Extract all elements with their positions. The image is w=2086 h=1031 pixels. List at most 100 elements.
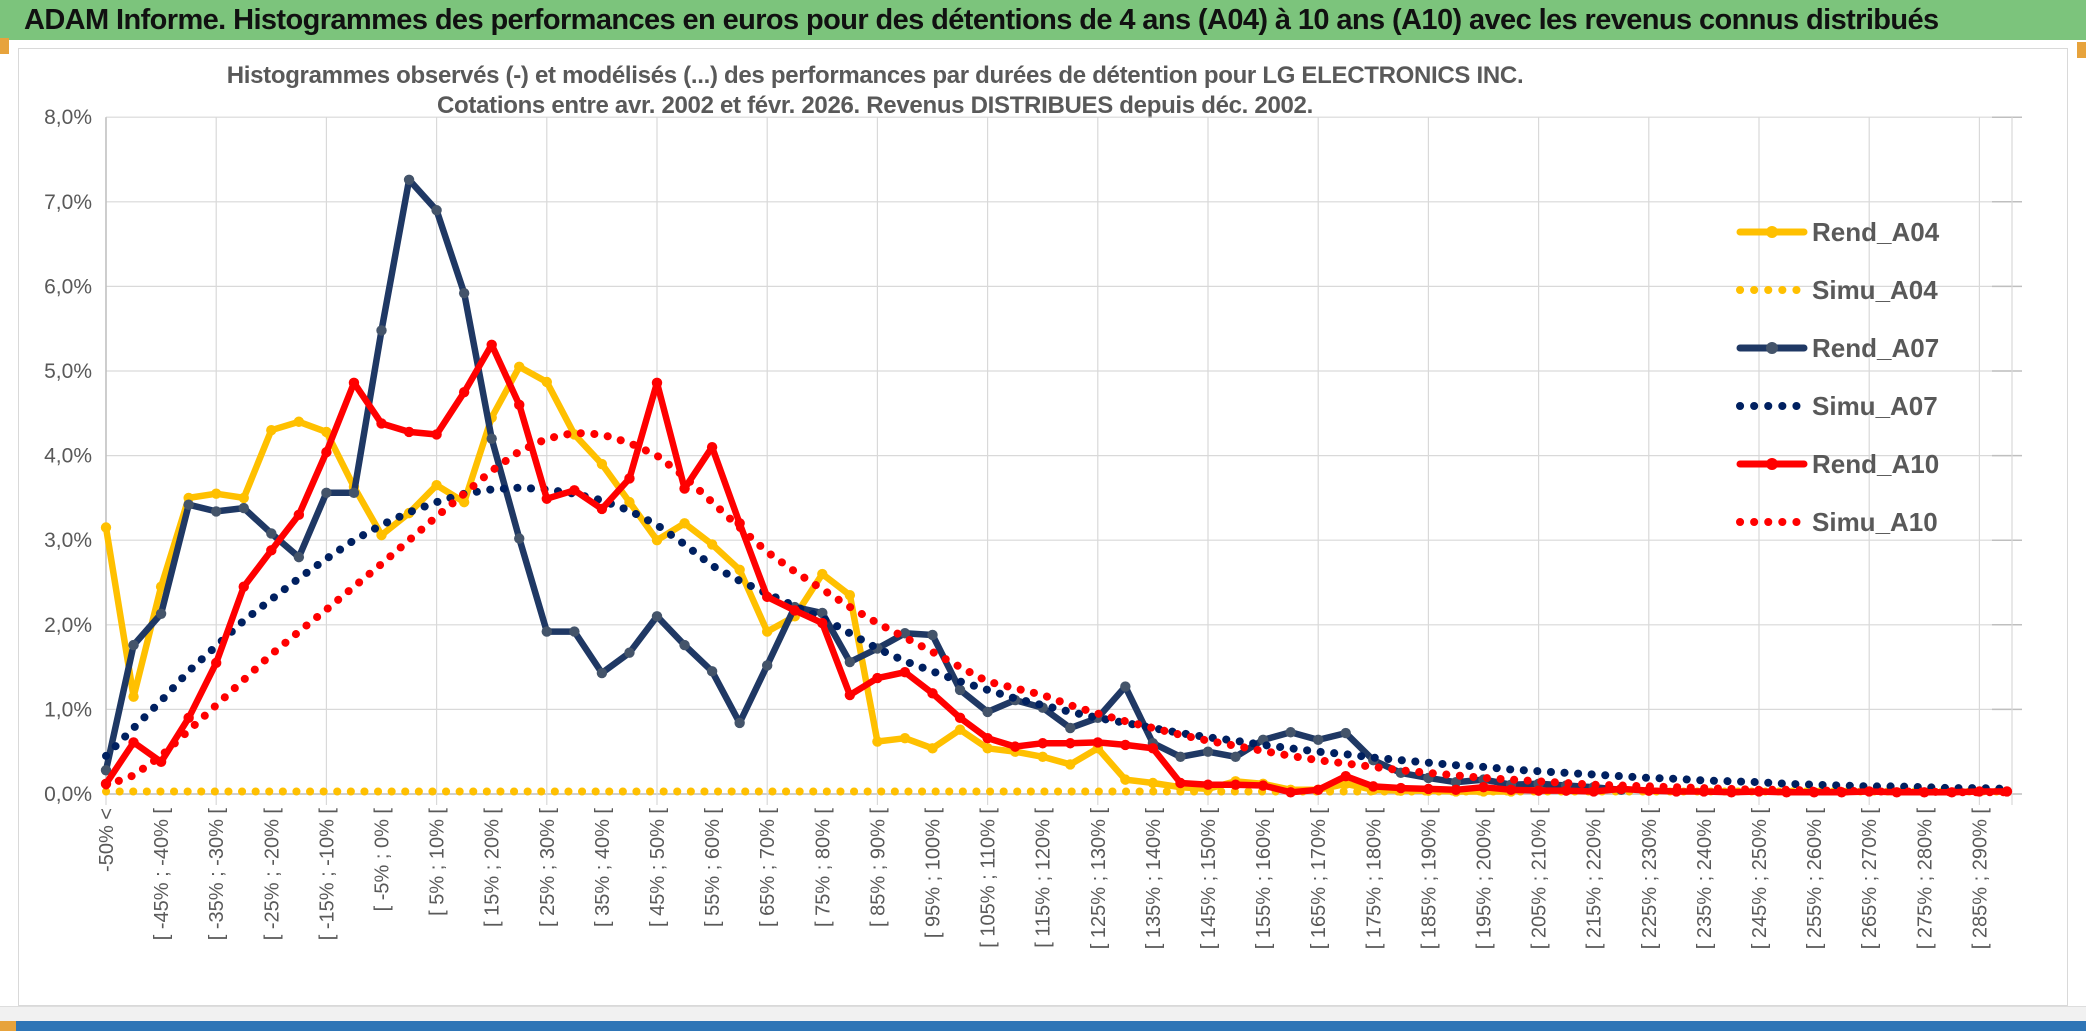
y-axis-label: 1,0%	[44, 698, 92, 721]
series-Rend_A10-marker	[844, 689, 856, 701]
series-Rend_A07-marker	[569, 626, 580, 637]
y-axis-label: 5,0%	[44, 360, 92, 383]
series-Rend_A10-marker	[1368, 781, 1379, 792]
legend-label: Rend_A04	[1812, 217, 1940, 247]
legend-item-Simu_A04[interactable]: Simu_A04	[1736, 275, 1938, 305]
series-Rend_A07-marker	[321, 487, 332, 499]
series-Rend_A10-marker	[899, 666, 911, 678]
series-Rend_A10-marker	[376, 418, 387, 429]
series-Rend_A07-marker	[844, 656, 856, 668]
series-Rend_A04-marker	[1147, 777, 1159, 789]
x-axis-label: [ 275% ; 280% [	[1914, 808, 1936, 950]
series-Rend_A10-marker	[431, 429, 442, 440]
legend-item-Rend_A04[interactable]: Rend_A04	[1736, 217, 1940, 247]
x-axis-label: [ -25% ; -20% [	[261, 808, 283, 941]
series-Rend_A10-marker	[1560, 785, 1572, 796]
x-axis-label: [ 165% ; 170% [	[1308, 808, 1330, 950]
x-axis-label: [ 65% ; 70% [	[757, 808, 779, 927]
series-Rend_A10-marker	[624, 473, 635, 484]
legend-item-Simu_A07[interactable]: Simu_A07	[1736, 391, 1938, 421]
series-Rend_A04-marker	[927, 743, 938, 754]
y-axis-label: 7,0%	[44, 191, 92, 214]
series-Rend_A10-marker	[954, 712, 966, 724]
bottom-scroll-bar[interactable]	[0, 1021, 2086, 1031]
series-Rend_A10-marker	[1313, 784, 1324, 795]
series-Rend_A10-marker	[128, 737, 139, 748]
series-Rend_A10-marker	[403, 426, 415, 438]
series-Rend_A10-marker	[1340, 771, 1351, 782]
series-Rend_A07-marker	[651, 611, 663, 622]
series-Rend_A07-marker	[1120, 681, 1131, 692]
x-axis-label: [ 205% ; 210% [	[1529, 808, 1551, 950]
series-Rend_A04-marker	[238, 492, 249, 504]
series-Rend_A04-marker	[762, 626, 773, 637]
series-Rend_A07-marker	[1285, 727, 1296, 738]
series-Rend_A07-marker	[238, 502, 249, 514]
series-Rend_A07-marker	[376, 325, 387, 336]
chart-title-line2: Cotations entre avr. 2002 et févr. 2026.…	[437, 92, 1313, 119]
series-Rend_A07-marker	[514, 533, 525, 544]
series-Rend_A07-marker	[1065, 722, 1076, 734]
series-Rend_A10-marker	[1478, 782, 1489, 793]
x-axis-label: [ 235% ; 240% [	[1694, 808, 1716, 950]
x-axis-label: [ 135% ; 140% [	[1143, 808, 1165, 950]
series-Rend_A10-marker	[458, 386, 470, 398]
chart-title-line1: Histogrammes observés (-) et modélisés (…	[226, 62, 1524, 89]
series-Rend_A04-marker	[679, 518, 690, 529]
legend-item-Rend_A10[interactable]: Rend_A10	[1736, 449, 1939, 479]
bottom-scroll-thumb[interactable]	[0, 1021, 16, 1031]
series-Rend_A07-marker	[927, 629, 938, 641]
series-Rend_A10-marker	[789, 605, 800, 616]
series-Rend_A10-marker	[348, 377, 360, 389]
series-Rend_A10-marker	[1120, 739, 1131, 751]
x-axis-label: [ -15% ; -10% [	[316, 808, 338, 941]
series-Rend_A07-marker	[486, 433, 497, 444]
x-axis-label: [ 95% ; 100% [	[923, 808, 945, 939]
series-Rend_A10-marker	[1588, 786, 1599, 797]
x-axis-label: [ 175% ; 180% [	[1363, 808, 1385, 950]
series-Rend_A10-marker	[1092, 737, 1104, 748]
series-Rend_A10-marker	[514, 399, 525, 411]
legend-item-Rend_A07[interactable]: Rend_A07	[1736, 333, 1939, 363]
series-Rend_A10-line	[102, 341, 2011, 796]
series-Rend_A10-marker	[183, 712, 194, 724]
series-Rend_A07-marker	[982, 706, 993, 718]
series-Rend_A07-marker	[541, 626, 552, 637]
series-Simu_A10-line	[102, 428, 2011, 797]
series-Rend_A04-marker	[624, 496, 635, 508]
x-axis-label: [ 35% ; 40% [	[592, 808, 614, 927]
series-Rend_A07-marker	[155, 608, 167, 620]
x-axis-label: -50% <	[96, 808, 118, 872]
series-Rend_A10-marker	[872, 672, 883, 684]
x-axis-label: [ 105% ; 110% [	[978, 808, 1000, 948]
x-axis-label: [ -35% ; -30% [	[206, 808, 228, 941]
series-Rend_A04-marker	[100, 522, 112, 533]
series-Rend_A04-marker	[651, 535, 663, 546]
x-axis-label: [ -45% ; -40% [	[151, 808, 173, 941]
series-Rend_A10-marker	[1257, 780, 1269, 791]
x-axis-label: [ 255% ; 260% [	[1804, 808, 1826, 950]
legend-label: Simu_A04	[1812, 275, 1938, 305]
series-Rend_A07-marker	[348, 487, 360, 499]
x-axis-label: [ 145% ; 150% [	[1198, 808, 1220, 950]
series-Rend_A10-marker	[321, 447, 332, 458]
legend-item-Simu_A10[interactable]: Simu_A10	[1736, 507, 1938, 537]
series-Rend_A07-marker	[1230, 751, 1241, 762]
series-Rend_A10-marker	[293, 509, 305, 521]
series-Rend_A07-marker	[431, 205, 442, 216]
series-Rend_A10-marker	[211, 657, 222, 669]
series-Rend_A07-marker	[293, 551, 305, 563]
series-Rend_A07-marker	[1450, 776, 1462, 788]
series-Rend_A04-marker	[899, 732, 911, 744]
series-Rend_A10-marker	[1230, 779, 1241, 790]
series-Rend_A04-marker	[1037, 751, 1048, 762]
series-Rend_A04-marker	[321, 426, 332, 438]
legend-marker-icon	[1766, 342, 1778, 354]
x-axis-label: [ 45% ; 50% [	[647, 808, 669, 927]
series-Rend_A04-marker	[128, 691, 139, 702]
x-axis-label: [ 75% ; 80% [	[812, 808, 834, 927]
series-Rend_A04-marker	[293, 416, 305, 427]
series-Rend_A10-marker	[486, 339, 497, 350]
